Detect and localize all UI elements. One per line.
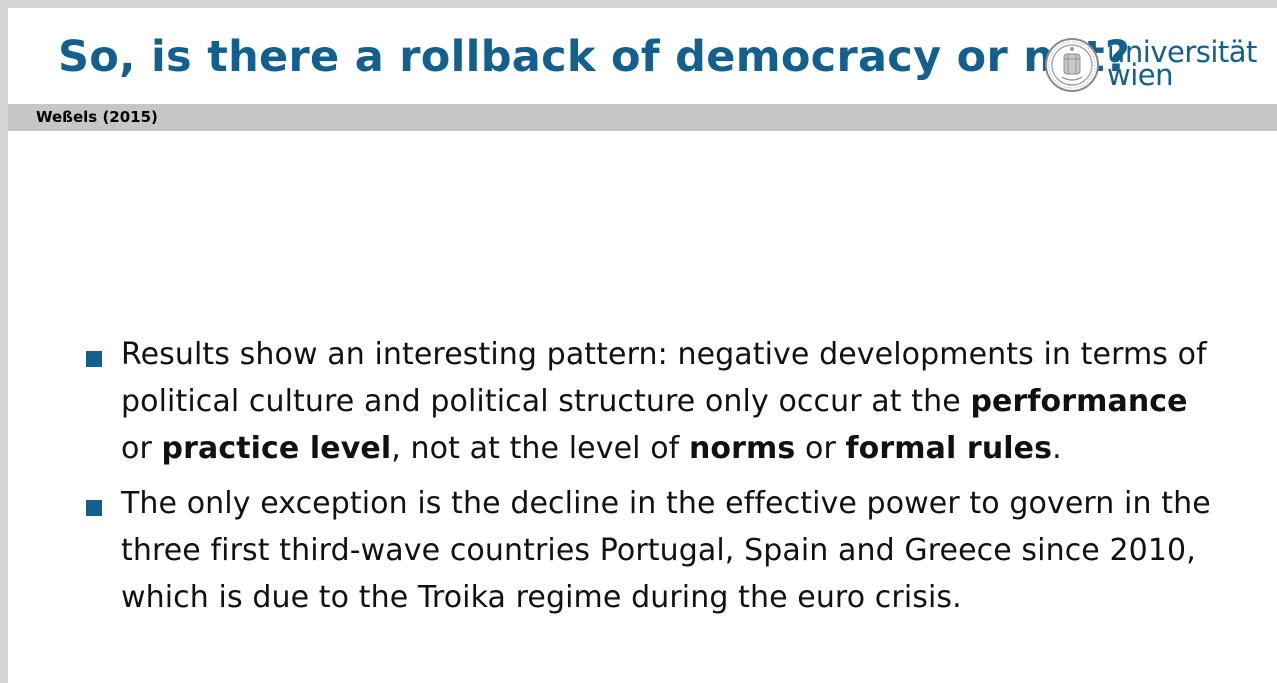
bullet-square-icon <box>86 500 102 516</box>
bullet-bold-norms: norms <box>688 431 796 466</box>
bullet-text-part: , not at the level of <box>391 431 689 466</box>
slide-subtitle: Weßels (2015) <box>36 108 158 126</box>
slide-title: So, is there a rollback of democracy or … <box>58 32 1131 82</box>
logo-line-1: universität <box>1107 35 1257 69</box>
bullet-text: Results show an interesting pattern: neg… <box>121 337 1207 466</box>
bullet-text-part: or <box>121 431 162 466</box>
bullet-item: The only exception is the decline in the… <box>86 480 1226 621</box>
bullet-text-part: . <box>1052 431 1062 466</box>
bullet-list: Results show an interesting pattern: neg… <box>86 331 1226 629</box>
logo-wordmark: universität wien <box>1107 35 1257 92</box>
bullet-bold-practice-level: practice level <box>161 431 392 466</box>
bullet-item: Results show an interesting pattern: neg… <box>86 331 1226 472</box>
bullet-text: The only exception is the decline in the… <box>121 486 1211 615</box>
bullet-square-icon <box>86 351 102 367</box>
bullet-bold-performance: performance <box>970 384 1188 419</box>
bullet-text-part: or <box>795 431 846 466</box>
logo-line-2: wien <box>1107 58 1173 92</box>
subtitle-bar: Weßels (2015) <box>8 104 1277 131</box>
university-seal-icon <box>1045 38 1099 92</box>
slide: So, is there a rollback of democracy or … <box>8 8 1277 683</box>
bullet-bold-formal-rules: formal rules <box>845 431 1053 466</box>
bullet-text-part: Results show an interesting pattern: neg… <box>121 337 1207 419</box>
university-logo: universität wien <box>1044 37 1277 97</box>
